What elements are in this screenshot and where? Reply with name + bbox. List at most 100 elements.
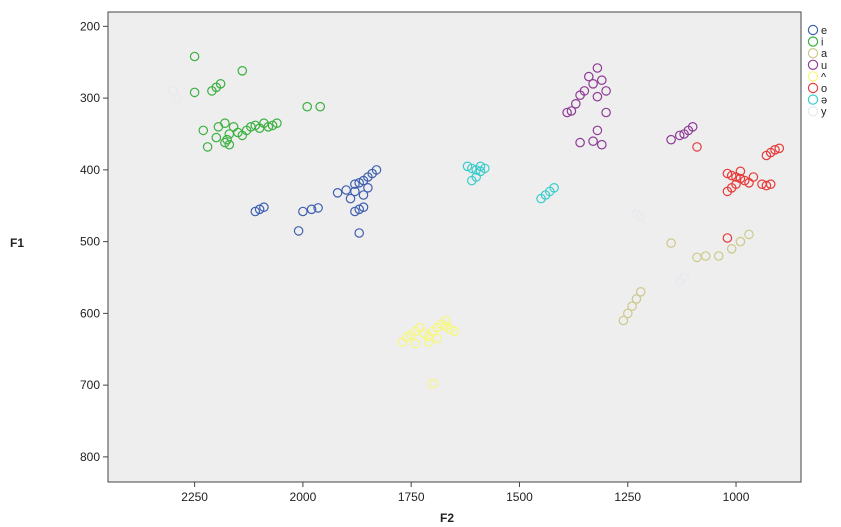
- data-point-ə: [549, 183, 559, 193]
- x-axis-label: F2: [440, 511, 454, 525]
- legend-label: u: [821, 60, 827, 72]
- data-point-o: [770, 145, 780, 155]
- data-point-u: [583, 71, 594, 82]
- data-point-y: [635, 211, 646, 222]
- data-point-ə: [475, 161, 486, 172]
- y-tick-label: 400: [80, 163, 100, 177]
- data-point-y: [172, 93, 183, 103]
- data-point-^: [427, 378, 438, 389]
- data-point-e: [371, 165, 382, 175]
- data-point-^: [423, 337, 434, 347]
- data-point-a: [744, 229, 754, 240]
- data-point-a: [622, 308, 633, 319]
- data-point-e: [306, 204, 317, 215]
- data-point-e: [259, 202, 269, 212]
- data-points: [168, 51, 785, 389]
- y-tick-label: 500: [80, 235, 100, 249]
- legend-label: e: [821, 25, 827, 37]
- data-point-o: [748, 172, 759, 182]
- data-point-i: [237, 66, 248, 76]
- y-tick-label: 600: [80, 306, 100, 320]
- data-point-e: [354, 228, 364, 238]
- legend-marker: [807, 48, 819, 59]
- data-point-i: [302, 101, 312, 112]
- data-point-u: [588, 136, 598, 146]
- legend-marker: [807, 59, 819, 71]
- data-point-u: [666, 134, 676, 145]
- data-point-i: [189, 51, 200, 62]
- data-point-e: [363, 183, 373, 193]
- data-point-a: [666, 238, 676, 248]
- data-point-u: [570, 99, 581, 109]
- legend-item: y: [807, 105, 827, 118]
- data-point-ə: [466, 175, 477, 186]
- data-point-u: [592, 125, 603, 136]
- data-point-i: [220, 118, 230, 128]
- data-point-ə: [466, 163, 477, 174]
- y-tick-label: 200: [80, 19, 100, 33]
- data-point-u: [575, 137, 585, 148]
- data-point-i: [211, 132, 222, 143]
- legend-label: ^: [821, 71, 827, 83]
- data-point-i: [215, 79, 226, 89]
- legend-marker: [807, 36, 819, 47]
- legend-item: ^: [807, 71, 827, 83]
- legend-item: ə: [807, 94, 827, 107]
- y-axis-label: F1: [10, 236, 24, 250]
- data-point-e: [293, 226, 304, 236]
- data-point-a: [627, 301, 637, 311]
- data-point-a: [618, 315, 629, 326]
- data-point-a: [735, 236, 746, 247]
- data-point-e: [350, 179, 360, 189]
- data-point-o: [761, 180, 772, 191]
- data-point-y: [168, 86, 178, 96]
- data-point-i: [220, 137, 230, 148]
- data-point-e: [358, 190, 369, 200]
- legend-item: u: [807, 59, 827, 72]
- data-point-u: [566, 106, 577, 116]
- data-point-i: [263, 122, 274, 132]
- data-point-i: [198, 125, 209, 136]
- data-point-u: [596, 75, 607, 85]
- data-point-i: [224, 139, 235, 150]
- data-point-u: [575, 90, 585, 100]
- data-point-i: [189, 87, 200, 98]
- data-point-y: [679, 272, 689, 283]
- data-point-^: [410, 338, 421, 349]
- data-point-i: [272, 118, 282, 128]
- legend-label: a: [821, 48, 828, 60]
- data-point-u: [588, 79, 598, 89]
- data-point-i: [315, 101, 325, 112]
- y-axis: 200 300 400 500 600 700 800: [80, 19, 108, 464]
- data-point-o: [722, 233, 733, 243]
- x-tick-label: 2250: [181, 490, 208, 504]
- legend-label: i: [821, 37, 823, 49]
- data-point-u: [596, 139, 607, 150]
- data-point-a: [635, 286, 646, 297]
- legend-item: o: [807, 82, 827, 95]
- x-tick-label: 1750: [398, 490, 425, 504]
- x-tick-label: 1500: [506, 490, 533, 504]
- y-tick-label: 300: [80, 91, 100, 105]
- data-point-u: [674, 130, 685, 141]
- data-point-a: [726, 244, 737, 254]
- data-point-o: [726, 170, 737, 181]
- data-point-o: [765, 179, 776, 189]
- data-point-u: [601, 107, 611, 118]
- data-point-i: [202, 142, 213, 152]
- data-point-e: [345, 193, 356, 204]
- data-point-a: [631, 294, 642, 304]
- data-point-u: [592, 91, 603, 102]
- data-point-u: [679, 129, 689, 139]
- data-point-e: [332, 188, 343, 198]
- data-point-^: [440, 315, 451, 326]
- data-point-u: [592, 63, 603, 73]
- data-point-o: [735, 166, 746, 177]
- legend-marker: [807, 24, 819, 36]
- data-point-e: [350, 186, 360, 197]
- data-point-e: [313, 203, 323, 213]
- legend-item: i: [807, 36, 823, 49]
- data-point-e: [358, 202, 369, 212]
